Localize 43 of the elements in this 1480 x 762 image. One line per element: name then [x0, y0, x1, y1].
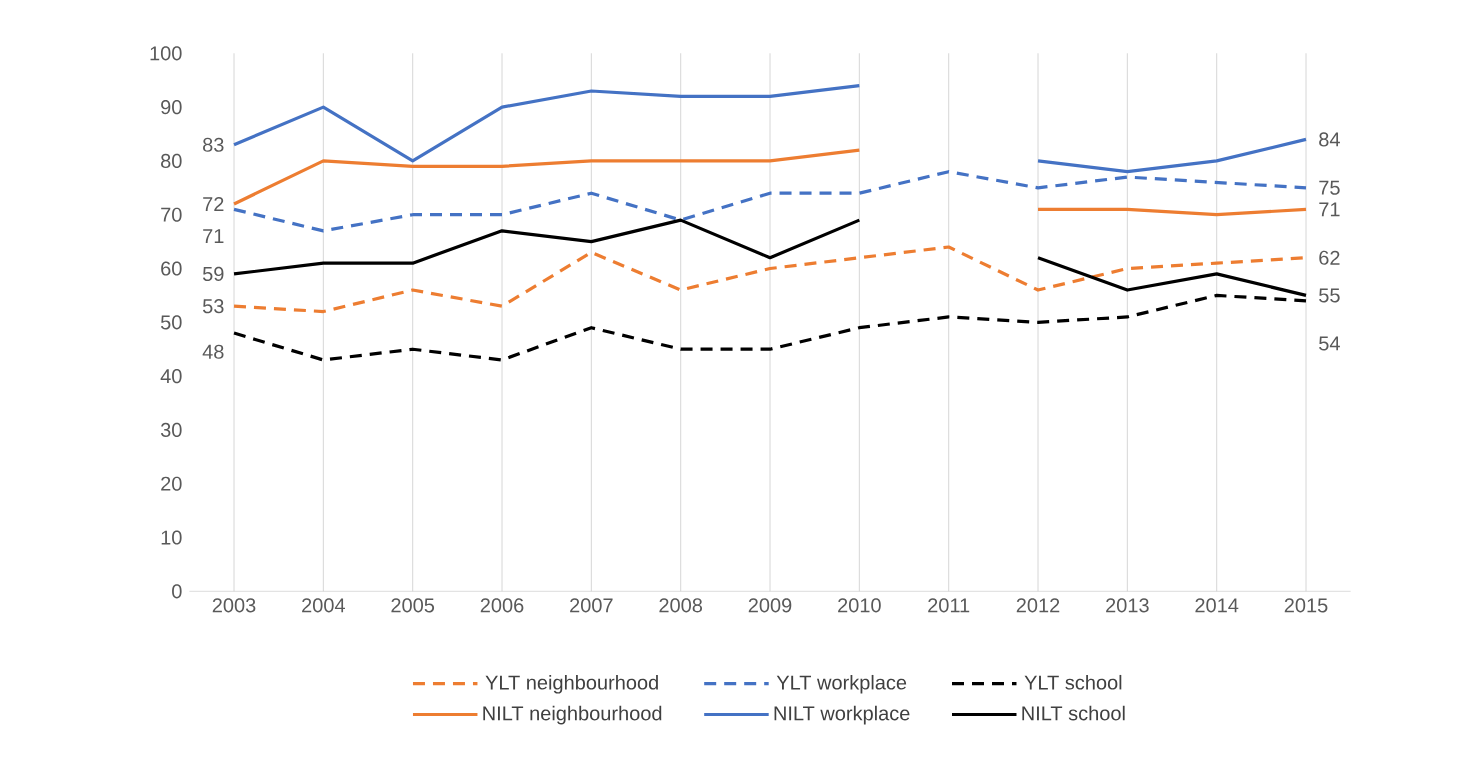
- x-tick-label: 2007: [570, 598, 613, 613]
- data-label: 48: [202, 344, 224, 359]
- data-label: 53: [202, 299, 224, 314]
- x-tick-label: 2013: [1106, 598, 1149, 613]
- y-tick-label: 40: [160, 369, 182, 384]
- legend-label: YLT school: [1024, 674, 1122, 690]
- legend-label: YLT neighbourhood: [485, 674, 658, 694]
- data-label: 83: [203, 137, 224, 152]
- y-tick-label: 70: [161, 207, 182, 222]
- data-label: 62: [1319, 250, 1340, 265]
- y-tick-label: 60: [161, 261, 182, 276]
- line-series: [232, 293, 1308, 362]
- legend-label: YLT workplace: [776, 674, 907, 694]
- data-label: 71: [203, 229, 224, 243]
- legend-label: NILT workplace: [774, 705, 910, 725]
- y-tick-label: 50: [160, 315, 182, 330]
- x-tick-label: 2014: [1195, 598, 1239, 613]
- x-tick-label: 2003: [212, 598, 256, 613]
- x-tick-label: 2005: [391, 598, 435, 613]
- y-tick-label: 10: [161, 530, 182, 545]
- data-label: 54: [1319, 336, 1340, 351]
- x-tick-label: 2010: [838, 598, 881, 613]
- data-label: 71: [1319, 202, 1340, 217]
- y-tick-label: 80: [161, 153, 182, 168]
- y-tick-label: 20: [161, 476, 182, 491]
- y-tick-label: 0: [172, 584, 182, 599]
- data-label: 84: [1319, 132, 1340, 147]
- y-tick-label: 90: [161, 100, 182, 115]
- x-tick-label: 2006: [480, 598, 524, 613]
- data-label: 72: [203, 196, 224, 211]
- data-label: 75: [1319, 180, 1340, 195]
- x-tick-label: 2004: [302, 598, 345, 613]
- x-tick-label: 2012: [1016, 598, 1060, 613]
- x-tick-label: 2015: [1284, 598, 1328, 613]
- x-tick-label: 2009: [748, 598, 792, 613]
- legend-label: NILT neighbourhood: [483, 705, 662, 725]
- x-tick-label: 2011: [928, 598, 970, 613]
- x-tick-label: 2008: [659, 598, 703, 613]
- data-label: 55: [1319, 288, 1340, 303]
- legend-label: NILT school: [1022, 705, 1125, 721]
- data-label: 59: [202, 266, 224, 281]
- y-tick-label: 30: [160, 422, 182, 437]
- y-tick-label: 100: [150, 46, 182, 61]
